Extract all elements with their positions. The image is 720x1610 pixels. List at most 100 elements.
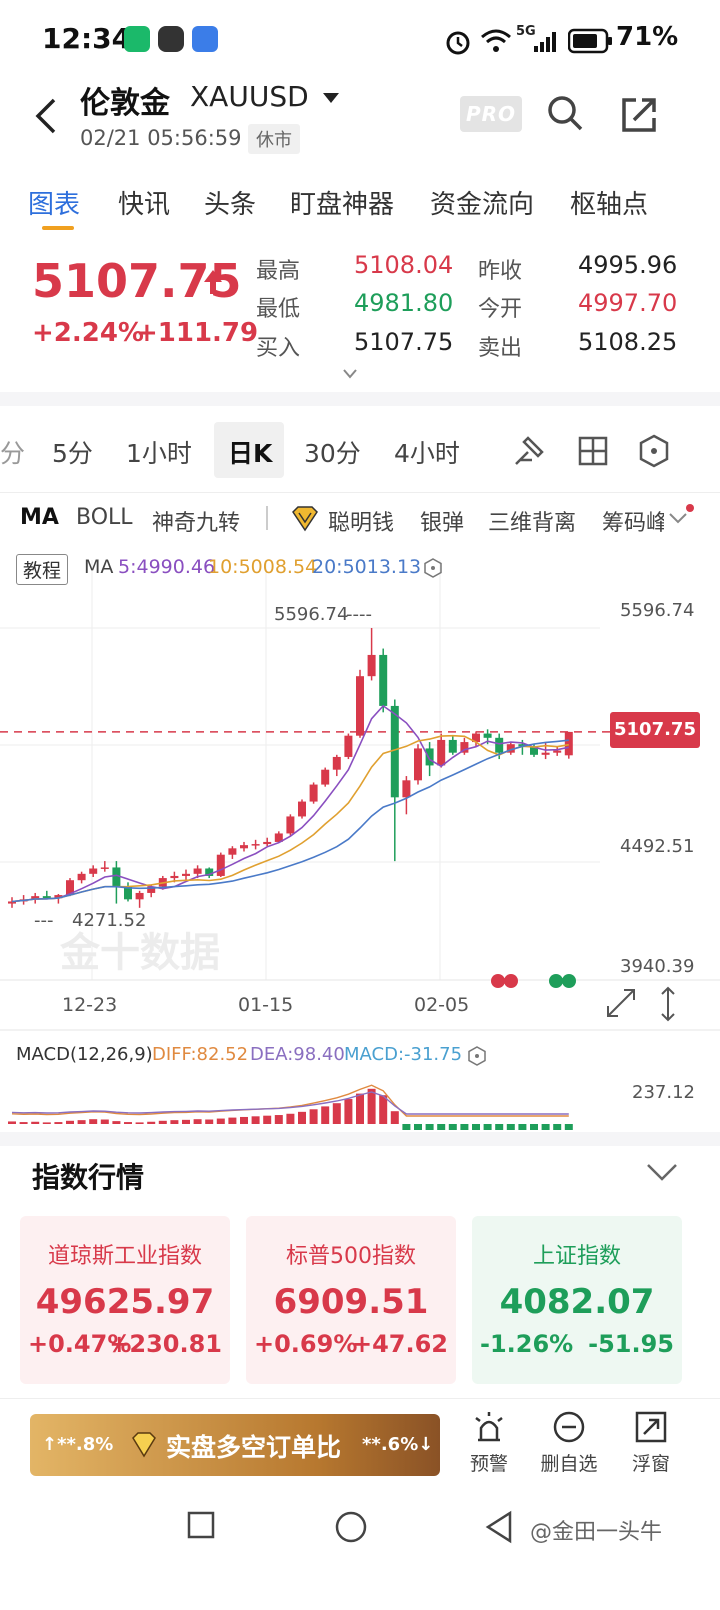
float-window-button[interactable]: 浮窗 [616, 1410, 686, 1476]
index-value: 49625.97 [35, 1282, 215, 1322]
long-short-ratio-banner[interactable]: ↑**.8% 实盘多空订单比 **.6%↓ [30, 1414, 440, 1476]
candle-body [309, 784, 318, 802]
period-4h[interactable]: 4小时 [394, 439, 460, 468]
chevron-down-icon[interactable] [646, 1162, 678, 1182]
indicator-divergence[interactable]: 三维背离 [488, 511, 577, 536]
tab-monitor[interactable]: 盯盘神器 [290, 190, 395, 220]
app-notification-icon [124, 26, 150, 52]
low-value: 4981.80 [354, 289, 454, 317]
candle-body [54, 895, 63, 899]
candle-body [448, 739, 457, 753]
market-status-badge: 休市 [248, 124, 300, 154]
high-label: 最高 [256, 259, 301, 284]
tutorial-button[interactable]: 教程 [16, 554, 69, 585]
period-minute[interactable]: 分 [0, 439, 26, 468]
index-section-title: 指数行情 [32, 1161, 145, 1194]
divider [266, 506, 268, 530]
tab-fund-flow[interactable]: 资金流向 [430, 190, 535, 220]
chart-min-label: 4271.52 [72, 910, 147, 931]
short-ratio: **.6%↓ [362, 1434, 434, 1455]
search-icon[interactable] [546, 94, 584, 132]
home-icon[interactable] [334, 1510, 368, 1544]
app-notification-icon [158, 26, 184, 52]
tab-headlines[interactable]: 头条 [204, 190, 257, 220]
candle-body [530, 746, 538, 755]
draw-tool-icon[interactable] [512, 434, 546, 468]
recent-apps-icon[interactable] [186, 1510, 216, 1540]
index-card-shanghai[interactable]: 上证指数 4082.07 -1.26% -51.95 [472, 1216, 682, 1384]
pro-button[interactable]: PRO [460, 96, 522, 132]
ma-settings-icon[interactable] [424, 558, 442, 578]
tab-chart[interactable]: 图表 [28, 190, 81, 220]
instrument-symbol[interactable]: XAUUSD [190, 80, 309, 113]
macd-bar [100, 1119, 109, 1124]
macd-bar [309, 1109, 318, 1124]
candle-body [506, 744, 515, 753]
indicator-silver-bullet[interactable]: 银弹 [420, 511, 465, 536]
macd-value: MACD:-31.75 [344, 1044, 463, 1065]
y-axis-label-bottom: 3940.39 [620, 956, 695, 977]
macd-title: MACD(12,26,9) [16, 1044, 153, 1065]
alert-button[interactable]: 预警 [454, 1410, 524, 1476]
back-icon[interactable] [32, 96, 58, 136]
section-divider [0, 1132, 720, 1146]
ma10-value: 10:5008.54 [208, 556, 318, 578]
candle-body [402, 780, 411, 798]
candle-body [170, 875, 179, 879]
battery-icon [568, 28, 612, 54]
candle-body [182, 873, 190, 876]
layout-grid-icon[interactable] [578, 436, 608, 466]
remove-watchlist-label: 删自选 [540, 1453, 598, 1475]
battery-percent: 71% [616, 22, 679, 52]
short-ratio-value: **.6% [362, 1434, 419, 1455]
macd-bar [390, 1111, 399, 1124]
red-markers-icon[interactable] [490, 972, 520, 990]
period-30m[interactable]: 30分 [304, 439, 361, 468]
nav-back-icon[interactable] [484, 1510, 514, 1544]
tab-pivot[interactable]: 枢轴点 [570, 190, 649, 220]
macd-bar [19, 1122, 28, 1124]
index-pct: +0.69% [254, 1330, 358, 1358]
green-markers-icon[interactable] [548, 972, 578, 990]
quote-datetime: 02/21 05:56:59 [80, 126, 242, 150]
status-time: 12:34 [42, 22, 132, 55]
indicator-chip-peak[interactable]: 筹码峰 [602, 511, 664, 536]
wifi-icon [481, 29, 511, 52]
period-daily[interactable]: 日K [228, 439, 273, 468]
indicator-boll[interactable]: BOLL [76, 505, 133, 530]
indicator-td9[interactable]: 神奇九转 [152, 511, 241, 536]
remove-watchlist-button[interactable]: 删自选 [534, 1410, 604, 1476]
settings-hexagon-icon[interactable] [638, 434, 670, 468]
tab-flash-news[interactable]: 快讯 [118, 190, 171, 220]
chevron-down-icon[interactable] [668, 512, 688, 526]
notification-dot [686, 504, 694, 512]
ask-value: 5108.25 [578, 328, 678, 356]
price-chart[interactable] [0, 540, 720, 1130]
candle-body [332, 756, 341, 770]
candle-body [379, 654, 388, 706]
candle-body [356, 676, 364, 736]
period-5m[interactable]: 5分 [52, 439, 93, 468]
candle-body [286, 816, 295, 834]
caret-down-icon[interactable] [322, 92, 340, 104]
x-axis-label: 01-15 [238, 994, 294, 1016]
index-name: 标普500指数 [286, 1244, 416, 1269]
candle-body [472, 733, 480, 743]
index-card-sp500[interactable]: 标普500指数 6909.51 +0.69% +47.62 [246, 1216, 456, 1384]
candle-body [205, 868, 214, 876]
index-card-dow[interactable]: 道琼斯工业指数 49625.97 +0.47% +230.81 [20, 1216, 230, 1384]
ma20-line [11, 739, 569, 903]
macd-bar [437, 1124, 446, 1130]
indicator-smart-money[interactable]: 聪明钱 [328, 511, 395, 536]
macd-settings-icon[interactable] [468, 1046, 486, 1066]
vertical-scale-icon[interactable] [658, 986, 678, 1022]
macd-bar [483, 1124, 492, 1130]
macd-bar [77, 1120, 86, 1124]
indicator-ma[interactable]: MA [20, 505, 59, 530]
expand-chevron-icon[interactable] [342, 368, 358, 380]
period-1h[interactable]: 1小时 [126, 439, 192, 468]
fullscreen-icon[interactable] [606, 988, 636, 1018]
ask-label: 卖出 [478, 336, 523, 361]
y-axis-label-top: 5596.74 [620, 600, 695, 621]
share-icon[interactable] [620, 96, 658, 134]
